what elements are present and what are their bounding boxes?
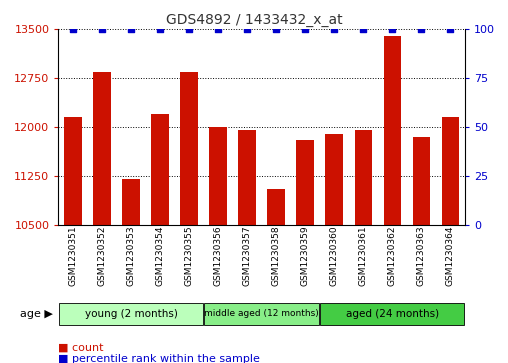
Point (272, 26, 280, 32)
Text: GSM1230364: GSM1230364 (446, 225, 455, 286)
Text: GSM1230358: GSM1230358 (272, 225, 280, 286)
Text: GSM1230363: GSM1230363 (417, 225, 426, 286)
Point (98, 26, 106, 32)
Point (214, 26, 222, 32)
Point (127, 26, 135, 32)
Text: GSM1230355: GSM1230355 (184, 225, 194, 286)
Point (301, 26, 309, 32)
Point (185, 26, 193, 32)
Bar (441, 117, 459, 225)
Text: young (2 months): young (2 months) (84, 309, 177, 319)
Text: aged (24 months): aged (24 months) (345, 309, 439, 319)
Bar (320, 302, 464, 325)
Bar (355, 130, 372, 225)
Text: middle aged (12 months): middle aged (12 months) (204, 310, 319, 318)
Text: GSM1230354: GSM1230354 (155, 225, 165, 286)
Bar (93, 72, 111, 225)
Text: GSM1230362: GSM1230362 (388, 225, 397, 286)
Bar (238, 130, 256, 225)
Point (388, 26, 396, 32)
Bar (122, 179, 140, 225)
Text: GSM1230353: GSM1230353 (126, 225, 136, 286)
Text: GSM1230359: GSM1230359 (301, 225, 310, 286)
Text: GDS4892 / 1433432_x_at: GDS4892 / 1433432_x_at (166, 13, 342, 27)
Point (69, 26, 77, 32)
Point (243, 26, 251, 32)
Text: GSM1230356: GSM1230356 (213, 225, 223, 286)
Point (417, 26, 425, 32)
Bar (64, 117, 82, 225)
Bar (209, 127, 227, 225)
Text: GSM1230361: GSM1230361 (359, 225, 368, 286)
Text: ■ percentile rank within the sample: ■ percentile rank within the sample (58, 354, 260, 363)
Text: ■ count: ■ count (58, 343, 104, 353)
Bar (297, 140, 314, 225)
Text: GSM1230360: GSM1230360 (330, 225, 339, 286)
Point (446, 26, 454, 32)
Bar (412, 137, 430, 225)
Bar (326, 134, 343, 225)
Bar (151, 114, 169, 225)
Text: GSM1230352: GSM1230352 (98, 225, 107, 286)
Bar (267, 189, 285, 225)
Text: GSM1230351: GSM1230351 (69, 225, 77, 286)
Text: age ▶: age ▶ (20, 309, 53, 319)
Point (156, 26, 164, 32)
Point (330, 26, 338, 32)
Bar (204, 302, 319, 325)
Bar (180, 72, 198, 225)
Bar (384, 36, 401, 225)
Bar (59, 302, 203, 325)
Text: GSM1230357: GSM1230357 (243, 225, 251, 286)
Point (359, 26, 367, 32)
